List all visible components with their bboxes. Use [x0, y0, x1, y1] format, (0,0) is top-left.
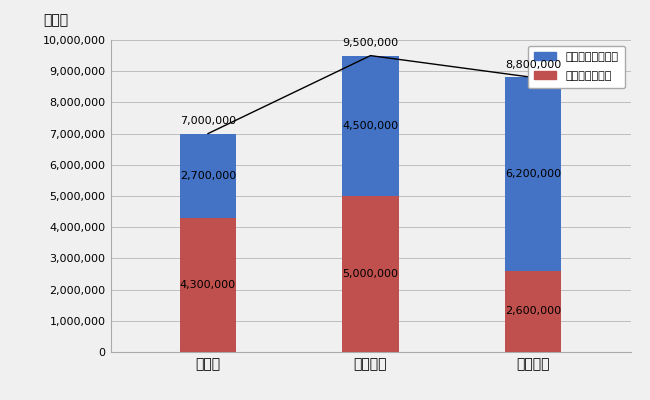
- Text: 5,000,000: 5,000,000: [343, 269, 398, 279]
- Legend: 避難所外避難者数, 避難所避難者数: 避難所外避難者数, 避難所避難者数: [528, 46, 625, 88]
- Text: 9,500,000: 9,500,000: [343, 38, 398, 48]
- Bar: [504, 78, 562, 271]
- Bar: [342, 56, 399, 196]
- Text: 2,700,000: 2,700,000: [180, 171, 236, 181]
- Bar: [504, 271, 562, 352]
- Bar: [179, 218, 237, 352]
- Bar: [179, 134, 237, 218]
- Text: （人）: （人）: [43, 14, 68, 28]
- Text: 2,600,000: 2,600,000: [505, 306, 561, 316]
- Text: 6,200,000: 6,200,000: [505, 169, 561, 179]
- Bar: [342, 196, 399, 352]
- Text: 7,000,000: 7,000,000: [180, 116, 236, 126]
- Text: 4,500,000: 4,500,000: [343, 121, 398, 131]
- Text: 8,800,000: 8,800,000: [505, 60, 561, 70]
- Text: 4,300,000: 4,300,000: [180, 280, 236, 290]
